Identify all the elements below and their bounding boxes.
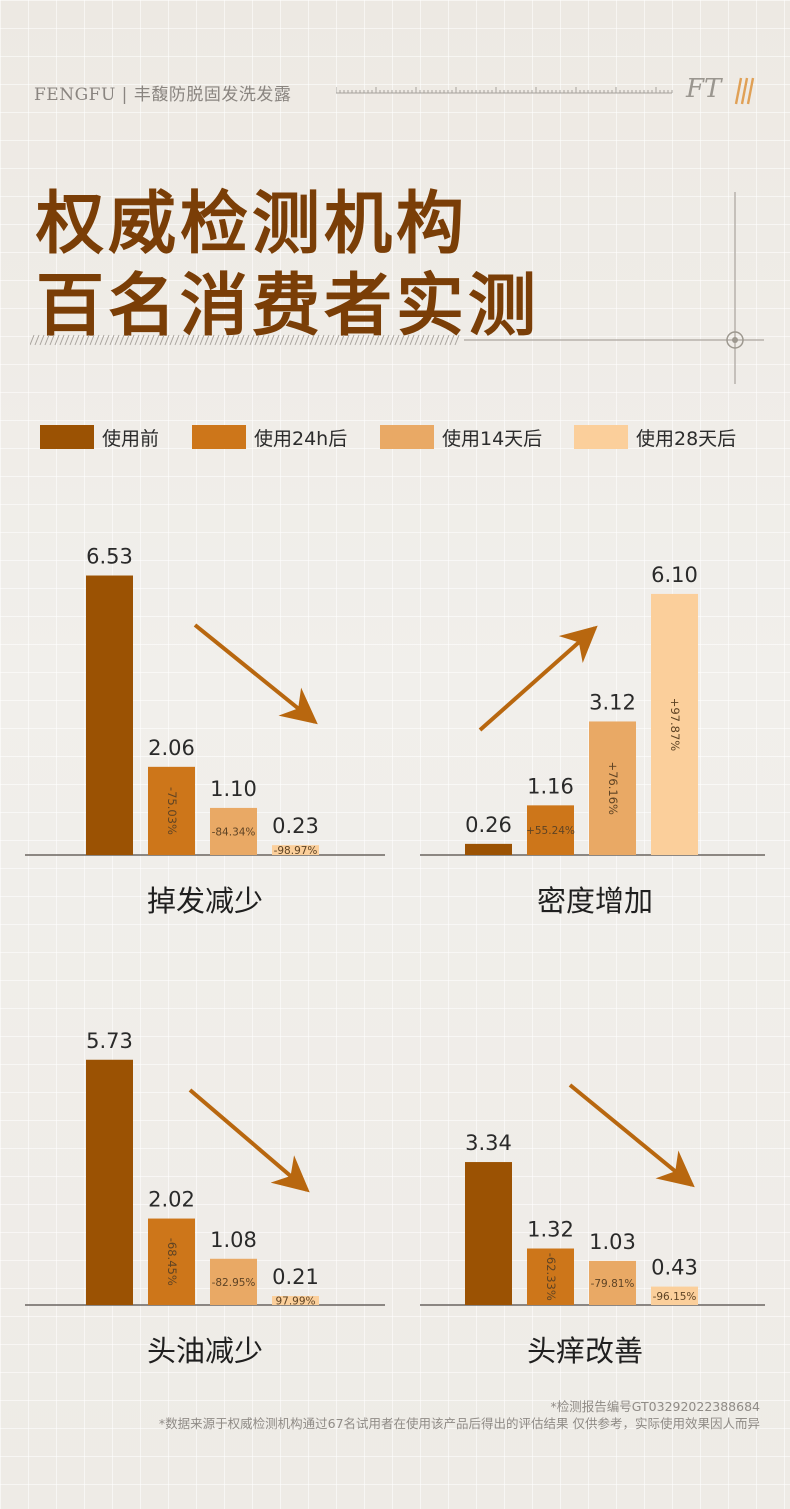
chart-bar — [651, 1286, 698, 1305]
chart-bar — [272, 1296, 319, 1305]
chart-title: 掉发减少 — [147, 884, 263, 918]
bar-value-label: 1.32 — [527, 1218, 574, 1242]
chart-panel: 3.34 1.32 -62.33% 1.03 -79.81% 0.43 -96.15% 头痒改… — [420, 1083, 765, 1368]
chart-title: 头油减少 — [147, 1334, 263, 1368]
chart-bar — [272, 845, 319, 855]
bar-change-label: -96.15% — [653, 1291, 697, 1303]
chart-bar — [210, 1258, 257, 1305]
target-decoration — [464, 192, 764, 384]
trend-arrow — [568, 1083, 695, 1188]
chart-bar — [86, 1059, 133, 1305]
bar-value-label: 0.23 — [272, 814, 319, 838]
chart-bar — [210, 807, 257, 855]
legend-label: 使用14天后 — [442, 427, 543, 450]
legend-item-14d: 使用14天后 — [380, 424, 542, 450]
legend-label: 使用24h后 — [254, 427, 348, 450]
footnote-report: *检测报告编号GT03292022388684 — [550, 1399, 760, 1414]
target-icon — [726, 331, 744, 349]
bar-change-label: +76.16% — [606, 761, 620, 815]
legend-swatch — [574, 425, 628, 449]
chart-panel: 6.53 2.06 -75.03% 1.10 -84.34% 0.23 -98.97% 掉发减… — [25, 545, 385, 918]
trend-arrow — [193, 623, 318, 725]
legend-label: 使用28天后 — [636, 427, 737, 450]
trend-arrow — [188, 1088, 310, 1193]
legend-item-before: 使用前 — [40, 424, 159, 450]
ruler-decoration — [336, 87, 673, 94]
bar-value-label: 1.08 — [210, 1228, 257, 1252]
bar-change-label: -98.97% — [274, 845, 318, 857]
bar-value-label: 0.26 — [465, 813, 512, 837]
chart-bar — [651, 593, 698, 855]
legend-item-28d: 使用28天后 — [574, 424, 736, 450]
brand-line: FENGFU | 丰馥防脱固发洗发露 — [34, 85, 292, 105]
bar-change-label: +97.87% — [668, 698, 682, 752]
chart-panel: 5.73 2.02 -68.45% 1.08 -82.95% 0.21 97.99% 头油减少 — [25, 1029, 385, 1368]
chart-bar — [465, 1162, 512, 1305]
bar-value-label: 1.03 — [589, 1230, 636, 1254]
chart-bar — [148, 1218, 195, 1305]
legend-swatch — [192, 425, 246, 449]
bar-change-label: -79.81% — [591, 1278, 635, 1290]
hatch-divider — [30, 334, 460, 346]
chart-title: 头痒改善 — [527, 1334, 643, 1368]
page-title-line2: 百名消费者实测 — [36, 266, 541, 346]
chart-bar — [589, 721, 636, 855]
legend-label: 使用前 — [102, 427, 160, 450]
bar-value-label: 2.06 — [148, 736, 195, 760]
bar-value-label: 1.10 — [210, 777, 257, 801]
chart-title: 密度增加 — [537, 884, 653, 918]
chart-panel: 0.26 1.16 +55.24% 3.12 +76.16% 6.10 +97.87% 密度增… — [420, 563, 765, 918]
bar-value-label: 1.16 — [527, 774, 574, 798]
bar-change-label: -84.34% — [212, 826, 256, 838]
page-title-line1: 权威检测机构 — [36, 184, 469, 264]
chart-bar — [527, 805, 574, 855]
bar-value-label: 6.53 — [86, 545, 133, 569]
chart-bar — [527, 1248, 574, 1305]
legend-swatch — [380, 425, 434, 449]
bar-value-label: 6.10 — [651, 563, 698, 587]
bar-value-label: 2.02 — [148, 1188, 195, 1212]
bar-value-label: 0.21 — [272, 1265, 319, 1289]
bar-value-label: 3.12 — [589, 690, 636, 714]
bar-change-label: +55.24% — [526, 825, 575, 837]
legend-item-24h: 使用24h后 — [192, 424, 347, 450]
bar-value-label: 5.73 — [86, 1029, 133, 1053]
ft-logo: FT — [686, 74, 722, 104]
trend-arrow — [478, 625, 598, 732]
bar-change-label: -82.95% — [212, 1277, 256, 1289]
bar-change-label: -68.45% — [165, 1238, 179, 1286]
bar-value-label: 0.43 — [651, 1256, 698, 1280]
chart-bar — [86, 575, 133, 855]
bar-value-label: 3.34 — [465, 1131, 512, 1155]
chart-bar — [589, 1260, 636, 1305]
legend-swatch — [40, 425, 94, 449]
bar-change-label: -75.03% — [165, 787, 179, 835]
bar-change-label: 97.99% — [275, 1296, 315, 1308]
bar-change-label: -62.33% — [544, 1253, 558, 1301]
chart-bar — [465, 843, 512, 855]
chart-bar — [148, 766, 195, 855]
footnote-source: *数据来源于权威检测机构通过67名试用者在使用该产品后得出的评估结果 仅供参考，… — [158, 1416, 760, 1431]
logo-bars-icon — [734, 77, 755, 105]
